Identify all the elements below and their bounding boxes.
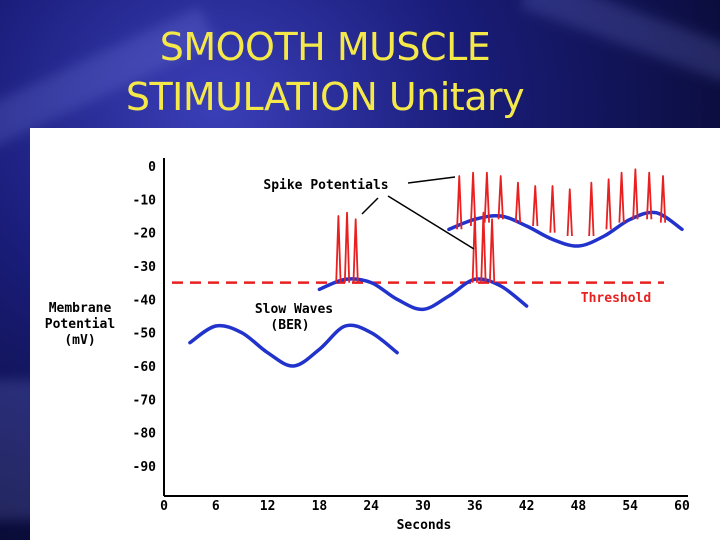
x-tick-label: 18 [312, 499, 328, 514]
spike-potential [514, 181, 522, 223]
y-tick-label: -30 [133, 260, 157, 275]
spike-potential [480, 211, 487, 283]
x-tick-label: 42 [519, 499, 535, 514]
spike-potential [483, 171, 490, 223]
spike-potential [497, 175, 504, 220]
y-axis-label-line1: Membrane [49, 301, 112, 316]
y-tick-label: -90 [133, 460, 157, 475]
y-tick-label: -40 [133, 293, 157, 308]
x-tick-label: 30 [415, 499, 431, 514]
y-tick-label: 0 [148, 160, 156, 175]
x-tick-label: 12 [260, 499, 276, 514]
membrane-potential-chart: 0 -10 -20 -30 -40 -50 -60 -70 -80 -90 0 6 12 18 24 30 3… [45, 158, 690, 533]
spike-potential [335, 215, 342, 283]
slide-title-line2: STIMULATION Unitary [125, 75, 525, 119]
spike-potential [456, 175, 463, 230]
spike-potential [469, 171, 477, 227]
threshold-label: Threshold [581, 291, 651, 306]
x-tick-label: 48 [571, 499, 587, 514]
spike-potential [659, 175, 667, 223]
y-tick-label: -20 [133, 227, 157, 242]
spike-potential [343, 211, 351, 283]
chart-panel: 0 -10 -20 -30 -40 -50 -60 -70 -80 -90 0 6 12 18 24 30 3… [30, 128, 720, 540]
slow-wave-series [317, 277, 529, 312]
spike-potential [646, 171, 653, 220]
x-tick-label: 36 [467, 499, 483, 514]
spike-pointer [361, 197, 379, 215]
slow-waves-label: Slow Waves [255, 302, 333, 317]
y-tick-label: -60 [133, 360, 157, 375]
spike-potentials-label: Spike Potentials [263, 178, 388, 193]
y-tick-label: -10 [133, 193, 157, 208]
x-tick-label: 0 [160, 499, 168, 514]
y-tick-label: -70 [133, 393, 157, 408]
spike-pointer [407, 176, 456, 184]
x-tick-label: 60 [674, 499, 690, 514]
slow-wave-series [447, 210, 684, 248]
spike-potential [618, 171, 625, 223]
spike-potential [352, 218, 359, 283]
spike-potential [605, 178, 612, 230]
y-tick-label: -50 [133, 327, 157, 342]
slide-title: SMOOTH MUSCLE STIMULATION Unitary [0, 22, 650, 122]
y-axis-label-line2: Potential [45, 317, 115, 332]
slow-wave-series [188, 323, 399, 368]
slow-waves-sublabel: (BER) [270, 318, 309, 333]
y-tick-label: -80 [133, 427, 157, 442]
x-axis-label: Seconds [397, 518, 452, 533]
spike-pointer [387, 195, 475, 250]
slide-title-line1: SMOOTH MUSCLE [159, 25, 491, 69]
spike-potential [632, 168, 639, 220]
y-axis-label-line3: (mV) [64, 333, 95, 348]
spike-potential [566, 188, 573, 237]
x-tick-label: 54 [622, 499, 638, 514]
x-tick-label: 6 [212, 499, 220, 514]
spike-potential [549, 185, 556, 233]
spike-potential [488, 218, 496, 283]
spike-potential [532, 185, 539, 227]
spike-potential [588, 181, 595, 237]
x-tick-label: 24 [363, 499, 379, 514]
